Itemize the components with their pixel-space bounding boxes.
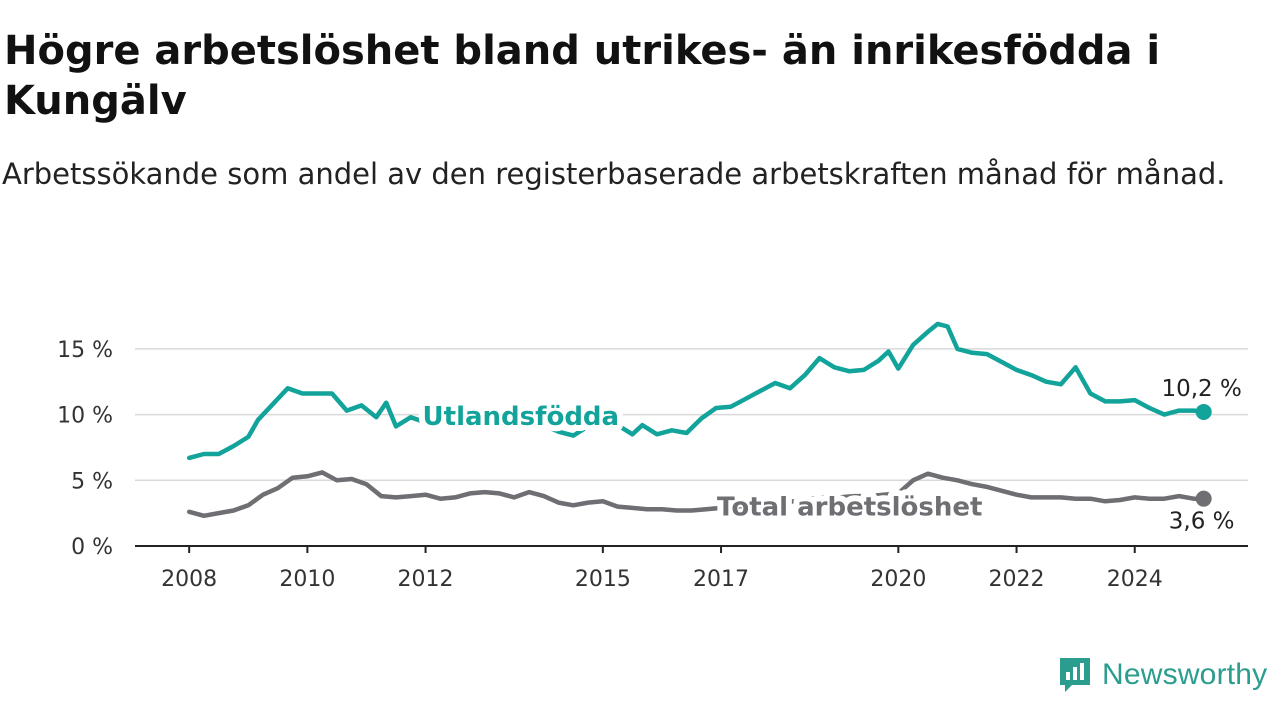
x-tick-label: 2008 [161, 567, 217, 592]
grid-layer [135, 348, 1248, 482]
series-layer [186, 321, 1212, 519]
brand-name: Newsworthy [1102, 658, 1268, 691]
series-end-label-0: 10,2 % [1161, 376, 1241, 402]
series-line-0 [186, 321, 1206, 461]
x-tick-label: 2017 [693, 567, 749, 592]
y-tick-label: 0 % [71, 535, 113, 560]
label-layer: 10,2 % 3,6 % Utlandsfödda Total arbetslöshe… [417, 376, 1242, 535]
x-tick-label: 2010 [279, 567, 335, 592]
series-name-label-0: Utlandsfödda [423, 402, 620, 432]
x-tick-label: 2020 [870, 567, 926, 592]
chart-subtitle: Arbetssökande som andel av den registerb… [2, 157, 1226, 191]
series-end-point-0 [1195, 403, 1212, 420]
series-line-1 [186, 470, 1206, 519]
line-chart: 0 % 5 % 10 % 15 % 2008 2010 2012 2015 2017 2020 20… [57, 321, 1248, 592]
series-end-label-1: 3,6 % [1169, 509, 1235, 535]
series-name-label-1: Total arbetslöshet [717, 493, 982, 523]
x-tick-label: 2022 [989, 567, 1045, 592]
chart-title: Högre arbetslöshet bland utrikes- än inr… [4, 28, 1161, 124]
x-tick-label: 2024 [1107, 567, 1163, 592]
series-end-point-1 [1195, 490, 1212, 507]
y-tick-label: 5 % [71, 469, 113, 494]
axis-layer: 0 % 5 % 10 % 15 % 2008 2010 2012 2015 2017 2020 20… [57, 338, 1248, 592]
x-tick-label: 2015 [575, 567, 631, 592]
x-tick-label: 2012 [398, 567, 454, 592]
newsworthy-logo-icon [1060, 658, 1090, 692]
y-tick-label: 15 % [57, 338, 113, 363]
y-tick-label: 10 % [57, 404, 113, 429]
brand-logo: Newsworthy [1058, 652, 1267, 698]
